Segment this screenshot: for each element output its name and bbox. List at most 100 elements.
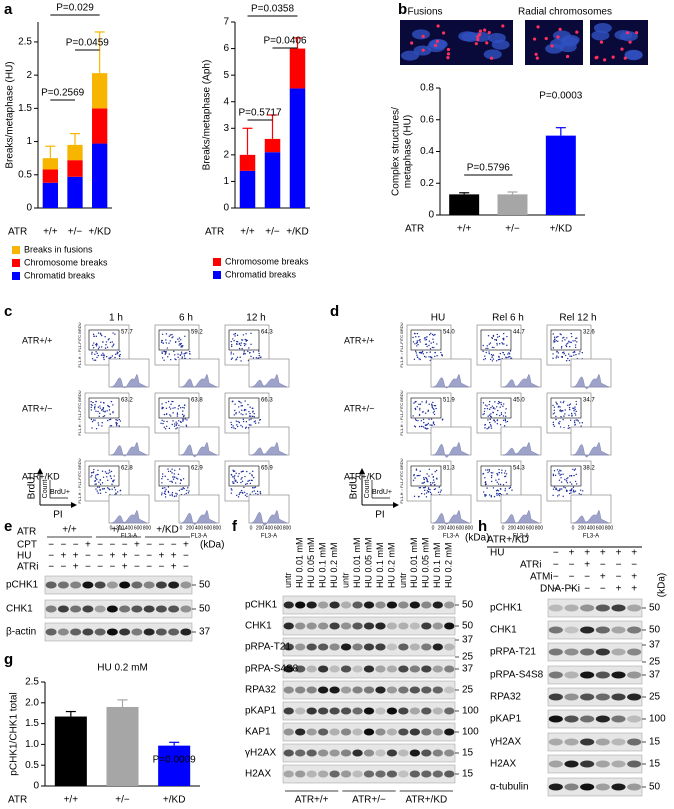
event (553, 336, 556, 338)
event (230, 488, 232, 490)
event (95, 335, 98, 338)
event (555, 415, 557, 418)
event (246, 495, 248, 498)
blot-band (398, 707, 409, 715)
event (414, 350, 417, 352)
event (116, 424, 118, 427)
blot-band (82, 605, 94, 613)
event (184, 418, 186, 420)
event (244, 427, 247, 429)
event (569, 345, 571, 348)
blot-band (386, 770, 398, 778)
event (427, 422, 430, 425)
event (163, 420, 165, 423)
event (421, 482, 423, 484)
event (497, 409, 499, 412)
event (557, 340, 559, 342)
panel-letter: a (4, 1, 13, 18)
x-axis-label: ATR (8, 795, 27, 806)
dot-plot (84, 460, 130, 502)
blot-band (409, 770, 421, 778)
event (251, 407, 254, 410)
event (555, 357, 557, 359)
event (491, 480, 493, 483)
event (164, 428, 167, 430)
event (482, 350, 484, 353)
event (246, 470, 248, 473)
blot-band (595, 648, 610, 656)
event (105, 355, 108, 358)
event (235, 472, 237, 475)
histogram (500, 494, 542, 524)
event (92, 344, 94, 347)
event (418, 425, 421, 428)
condition-sign: − (183, 551, 189, 562)
event (241, 348, 243, 350)
chromosome (401, 50, 420, 61)
event (244, 483, 247, 486)
p-value: P=0.029 (56, 3, 94, 14)
event (499, 483, 502, 486)
event (230, 344, 233, 346)
event (96, 343, 98, 346)
event (113, 486, 116, 489)
event (563, 486, 565, 488)
event (419, 358, 421, 361)
event (501, 472, 503, 474)
event (573, 420, 576, 422)
blot-band (421, 686, 432, 694)
event (579, 422, 581, 424)
event (99, 489, 101, 491)
event (169, 408, 172, 410)
event (433, 484, 436, 486)
x-tick-label: +/KD (88, 227, 111, 238)
event (415, 419, 417, 422)
event (499, 406, 501, 408)
blot-band (421, 622, 432, 630)
gate-percent: 81.3 (443, 466, 455, 472)
event (178, 337, 181, 339)
blot-band (306, 707, 317, 715)
event (424, 486, 426, 489)
event (422, 353, 424, 355)
event (245, 343, 247, 345)
event (165, 488, 167, 491)
event (99, 492, 102, 495)
event (251, 491, 254, 493)
blot-band (329, 643, 340, 651)
event (506, 335, 508, 338)
event (429, 348, 432, 350)
event (249, 406, 251, 408)
event (498, 355, 500, 358)
event (96, 356, 98, 359)
error-bar (292, 37, 303, 49)
event (167, 400, 170, 403)
event (574, 344, 577, 346)
event (100, 333, 102, 336)
event (574, 414, 577, 416)
event (557, 335, 559, 338)
blot-band (611, 693, 626, 701)
protein-label: γH2AX (245, 748, 276, 759)
event (90, 472, 93, 474)
event (175, 421, 177, 423)
event (564, 487, 567, 489)
event (252, 357, 255, 359)
blot-band (421, 728, 432, 736)
event (579, 489, 582, 491)
x-tick-label: 600 (274, 525, 283, 531)
event (571, 335, 573, 338)
blot-band (317, 622, 329, 630)
blot-band (564, 626, 579, 634)
kda-label: 100 (462, 706, 479, 717)
blot-band (564, 783, 579, 791)
dot-plot (406, 460, 452, 502)
event (493, 495, 496, 498)
chromosome (591, 30, 610, 41)
blot-band (45, 581, 57, 589)
x-tick-label: 800 (283, 525, 292, 531)
telomere-spot (628, 40, 632, 44)
event (244, 408, 246, 411)
bar (106, 706, 139, 786)
x-tick-label: 0 (110, 525, 113, 531)
